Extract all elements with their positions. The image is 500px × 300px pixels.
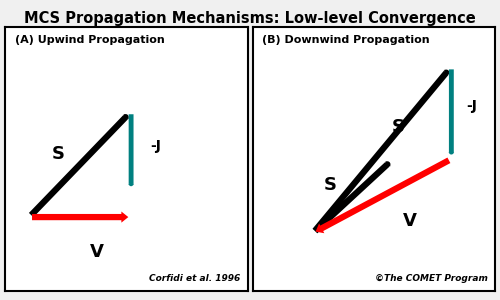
Text: MCS Propagation Mechanisms: Low-level Convergence: MCS Propagation Mechanisms: Low-level Co… [24, 11, 476, 26]
Text: (A) Upwind Propagation: (A) Upwind Propagation [14, 35, 164, 45]
Text: (B) Downwind Propagation: (B) Downwind Propagation [262, 35, 430, 45]
Text: S: S [392, 118, 404, 136]
Text: -J: -J [150, 139, 162, 153]
Text: V: V [90, 244, 104, 262]
Text: V: V [403, 212, 416, 230]
Text: S: S [52, 145, 65, 163]
Text: Corfidi et al. 1996: Corfidi et al. 1996 [149, 274, 240, 283]
Text: -J: -J [466, 99, 477, 113]
Text: S: S [324, 176, 336, 194]
Text: ©The COMET Program: ©The COMET Program [375, 274, 488, 283]
